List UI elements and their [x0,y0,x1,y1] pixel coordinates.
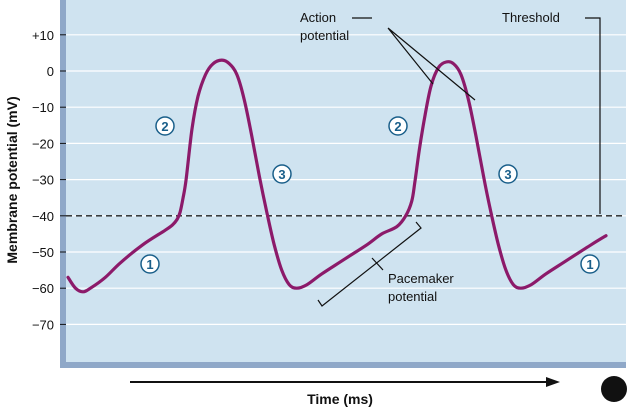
y-axis-label: Membrane potential (mV) [4,96,20,263]
x-axis-label: Time (ms) [307,391,373,407]
phase-marker-3a: 3 [272,164,292,184]
threshold-label: Threshold [502,10,560,25]
y-tick-label: −40 [32,209,54,224]
y-tick-label: +10 [32,28,54,43]
corner-dot [601,376,627,402]
phase-marker-2a: 2 [155,116,175,136]
phase-number: 2 [161,119,168,134]
phase-number: 1 [146,257,153,272]
y-tick-label: 0 [47,64,54,79]
phase-marker-1a: 1 [140,254,160,274]
phase-number: 1 [586,257,593,272]
phase-number: 2 [394,119,401,134]
y-tick-label: −20 [32,136,54,151]
pacemaker-label-line2: potential [388,289,437,304]
pacemaker-label-line1: Pacemaker [388,271,454,286]
plot-area [66,0,626,362]
y-tick-label: −50 [32,245,54,260]
pacemaker-leader [371,257,384,271]
time-axis-arrowhead [546,377,560,387]
y-tick-label: −60 [32,281,54,296]
y-tick-label: −10 [32,100,54,115]
phase-marker-3b: 3 [498,164,518,184]
threshold-leader [585,17,601,214]
y-tick-label: −30 [32,173,54,188]
phase-marker-1b: 1 [580,254,600,274]
membrane-potential-curve [66,58,608,294]
action-potential-label-line2: potential [300,28,349,43]
pacemaker-bracket [317,221,422,307]
y-tick-labels: +10 0 −10 −20 −30 −40 −50 −60 −70 [32,28,66,332]
y-tick-label: −70 [32,317,54,332]
phase-number: 3 [278,167,285,182]
action-potential-label-line1: Action [300,10,336,25]
action-potential-leader [352,17,476,101]
phase-marker-2b: 2 [388,116,408,136]
phase-number: 3 [504,167,511,182]
annotation-lines [317,17,601,307]
